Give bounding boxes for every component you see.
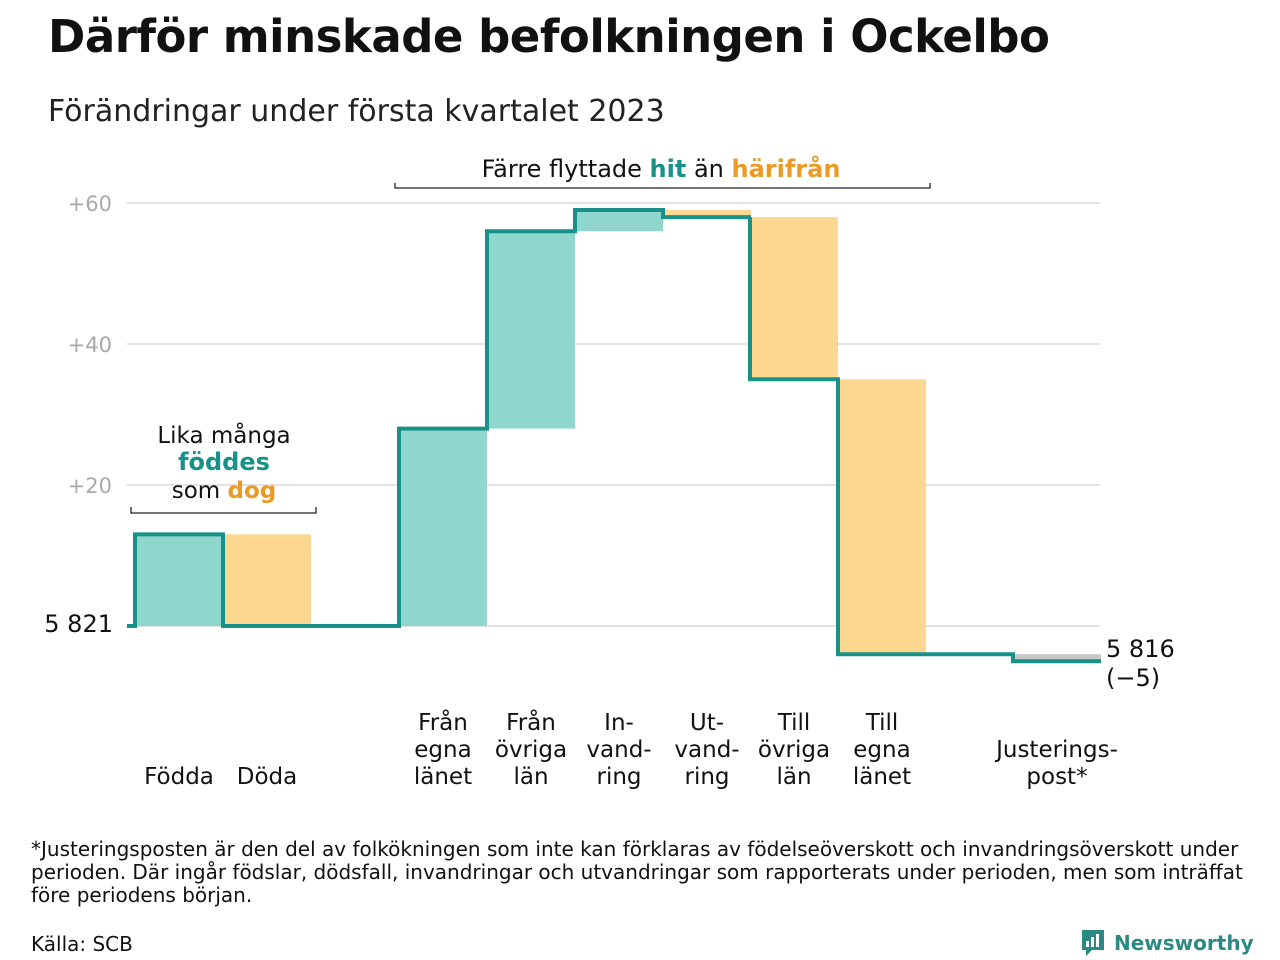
chart-title: Därför minskade befolkningen i Ockelbo [48,10,1050,63]
y-tick-label: +20 [68,474,112,498]
annotation-text-part: Färre flyttade [482,155,650,183]
waterfall-bar-1 [135,534,223,626]
waterfall-bar-7 [750,217,838,380]
newsworthy-logo-icon [1082,930,1104,956]
category-label: Till [865,710,899,736]
source-label: Källa: SCB [31,932,133,956]
chart-subtitle: Förändringar under första kvartalet 2023 [48,94,665,129]
footnote: *Justeringsposten är den del av folkökni… [31,837,1243,907]
category-label: vand- [674,737,739,763]
waterfall-bar-6 [663,210,751,218]
annotation-text: som dog [172,478,277,504]
annotation-text: Färre flyttade hit än härifrån [482,154,841,183]
waterfall-bar-5 [575,210,663,232]
annotation-text-part: som [172,478,228,504]
y-tick-label: +40 [68,333,112,357]
category-label: Från [418,708,468,736]
annotation-highlight-orange: härifrån [732,154,841,183]
category-label: Ut- [690,710,724,736]
waterfall-bar-4 [487,231,575,429]
waterfall-bar-3 [399,428,487,626]
category-label: vand- [586,737,651,763]
category-label: ring [596,764,641,790]
waterfall-bar-9 [1013,654,1101,662]
births-deaths-bracket [130,507,317,514]
annotation-text-part: än [686,155,731,183]
brand[interactable]: Newsworthy [1080,927,1254,959]
category-label: övriga [495,737,567,763]
category-label: län [513,764,548,790]
waterfall-bar-8 [838,379,926,655]
cumulative-step-line [127,208,1101,664]
waterfall-bar-2 [223,534,311,626]
category-label: Till [777,710,811,736]
migration-bracket [394,183,931,189]
y-tick-label: +60 [68,192,112,216]
category-label: Justerings- [994,737,1118,763]
category-label: egna [414,737,471,763]
category-label: länet [853,764,911,790]
annotation-text: Lika många [157,421,290,449]
category-label: post* [1026,764,1087,790]
category-label: Födda [144,764,214,790]
category-label: Från [506,708,556,736]
annotation-highlight-orange: dog [228,478,277,504]
category-label: övriga [758,737,830,763]
category-label: ring [684,764,729,790]
end-value-label: 5 816 [1106,635,1175,663]
category-label: egna [853,737,910,763]
start-value-label: 5 821 [44,610,113,638]
category-label: In- [604,710,634,736]
category-label: län [776,764,811,790]
category-label: länet [414,764,472,790]
brand-name: Newsworthy [1114,931,1254,955]
category-label: Döda [237,764,297,790]
annotation-highlight-teal: föddes [178,448,270,476]
annotation-highlight-teal: hit [650,155,687,183]
end-change-label: (−5) [1106,664,1160,692]
